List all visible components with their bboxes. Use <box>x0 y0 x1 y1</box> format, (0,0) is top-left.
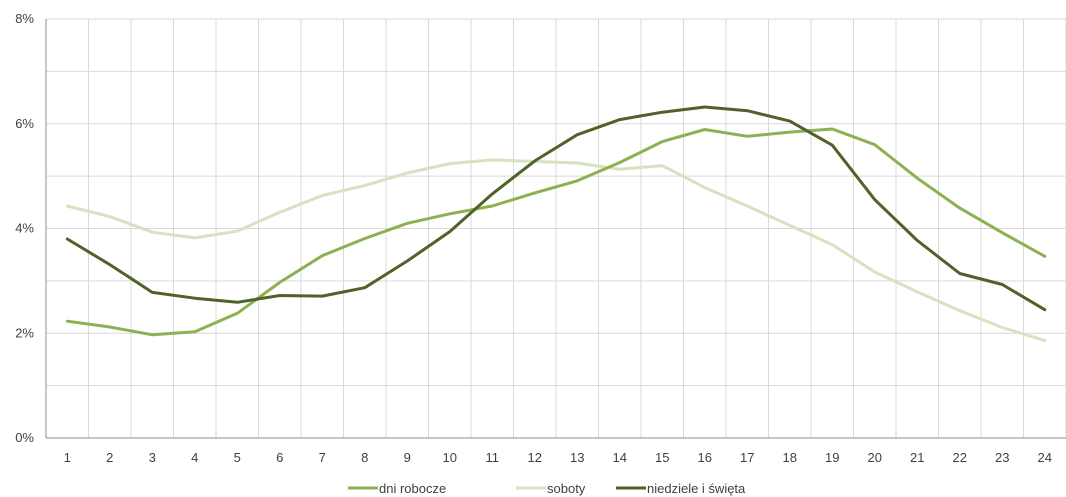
series-line-soboty <box>65 158 1047 343</box>
x-tick-label: 23 <box>995 450 1009 465</box>
x-tick-label: 11 <box>486 450 500 465</box>
x-tick-label: 18 <box>783 450 797 465</box>
legend-label: dni robocze <box>379 481 446 496</box>
x-tick-label: 13 <box>570 450 584 465</box>
gridlines <box>46 18 1066 438</box>
legend-label: soboty <box>547 481 586 496</box>
y-axis-tick-labels: 0% 2% 4% 6% 8% <box>15 11 34 445</box>
x-tick-label: 7 <box>319 450 326 465</box>
y-tick-label: 8% <box>15 11 34 26</box>
x-tick-label: 14 <box>613 450 627 465</box>
x-tick-label: 24 <box>1038 450 1052 465</box>
x-tick-label: 20 <box>868 450 882 465</box>
y-tick-label: 4% <box>15 221 34 236</box>
x-tick-label: 15 <box>655 450 669 465</box>
x-tick-label: 16 <box>698 450 712 465</box>
x-tick-label: 19 <box>825 450 839 465</box>
y-tick-label: 2% <box>15 325 34 340</box>
x-axis-tick-labels: 1 2 3 4 5 6 7 8 9 10 11 12 13 14 15 16 17 18 19 20 21 22 23 24 <box>64 450 1052 465</box>
x-tick-label: 1 <box>64 450 71 465</box>
legend-label: niedziele i święta <box>647 481 746 496</box>
x-tick-label: 21 <box>910 450 924 465</box>
series-line-niedziele-i-wi-ta <box>65 105 1047 312</box>
series-lines <box>65 105 1047 343</box>
x-tick-label: 17 <box>740 450 754 465</box>
y-tick-label: 6% <box>15 116 34 131</box>
series-line-dni-robocze <box>65 127 1047 337</box>
x-tick-label: 22 <box>953 450 967 465</box>
x-tick-label: 5 <box>234 450 241 465</box>
x-tick-label: 8 <box>361 450 368 465</box>
x-tick-label: 9 <box>404 450 411 465</box>
x-tick-label: 6 <box>276 450 283 465</box>
x-tick-label: 3 <box>149 450 156 465</box>
x-tick-label: 10 <box>443 450 457 465</box>
y-tick-label: 0% <box>15 430 34 445</box>
x-tick-label: 4 <box>191 450 198 465</box>
x-tick-label: 2 <box>106 450 113 465</box>
axes <box>45 19 1066 439</box>
x-tick-label: 12 <box>528 450 542 465</box>
legend: dni robocze soboty niedziele i święta <box>348 481 746 496</box>
